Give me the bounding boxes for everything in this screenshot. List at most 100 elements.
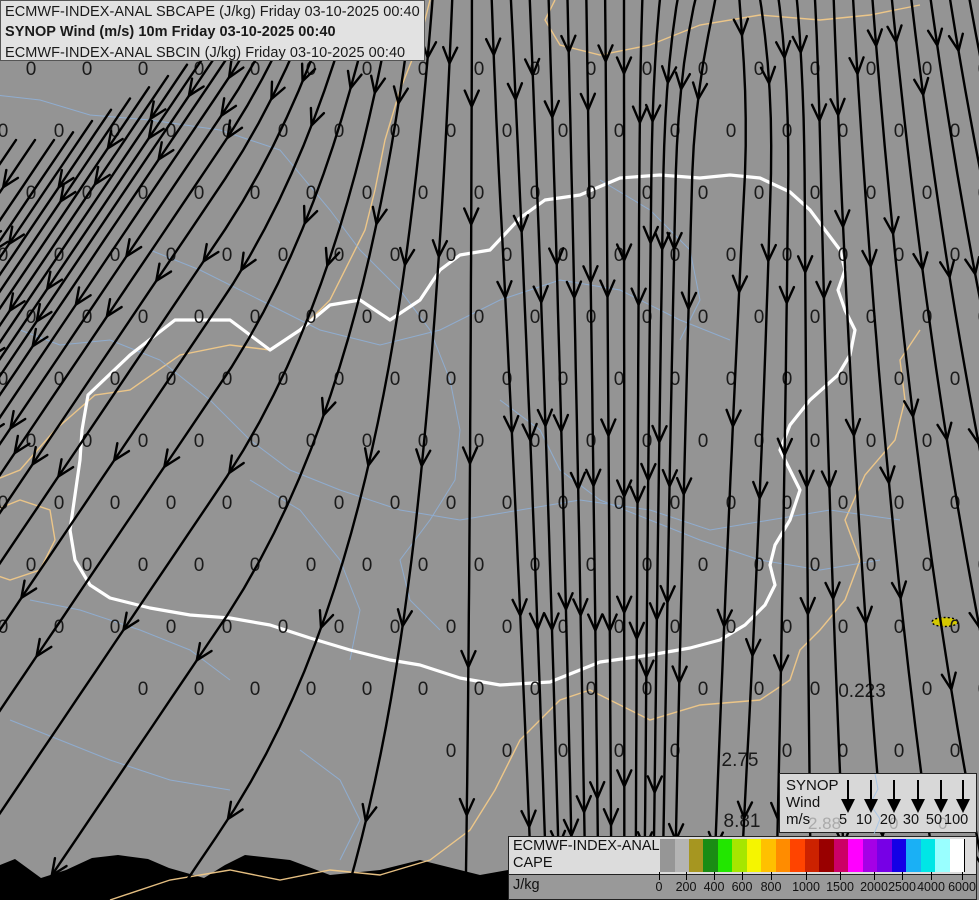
- svg-text:2.75: 2.75: [722, 750, 759, 771]
- svg-text:0: 0: [306, 555, 317, 576]
- svg-text:0: 0: [726, 493, 737, 514]
- svg-text:0: 0: [614, 741, 625, 762]
- svg-text:0: 0: [502, 741, 513, 762]
- svg-text:0: 0: [866, 431, 877, 452]
- svg-text:0: 0: [54, 121, 65, 142]
- svg-text:0: 0: [278, 617, 289, 638]
- svg-text:0: 0: [670, 617, 681, 638]
- svg-text:0: 0: [894, 121, 905, 142]
- svg-text:0: 0: [726, 121, 737, 142]
- svg-text:0: 0: [138, 555, 149, 576]
- svg-text:0: 0: [950, 369, 961, 390]
- svg-text:0: 0: [222, 493, 233, 514]
- svg-text:0: 0: [894, 741, 905, 762]
- svg-text:0: 0: [810, 431, 821, 452]
- svg-text:0: 0: [474, 679, 485, 700]
- svg-text:0: 0: [558, 741, 569, 762]
- svg-text:0: 0: [446, 245, 457, 266]
- svg-text:0: 0: [894, 369, 905, 390]
- svg-text:0: 0: [278, 369, 289, 390]
- svg-text:0: 0: [418, 555, 429, 576]
- svg-text:0: 0: [950, 245, 961, 266]
- svg-text:0: 0: [838, 493, 849, 514]
- svg-text:0: 0: [558, 121, 569, 142]
- svg-text:0: 0: [586, 183, 597, 204]
- svg-text:0: 0: [698, 679, 709, 700]
- svg-text:0: 0: [138, 431, 149, 452]
- svg-text:0: 0: [26, 555, 37, 576]
- svg-text:0: 0: [614, 493, 625, 514]
- svg-text:0: 0: [866, 183, 877, 204]
- svg-text:0: 0: [530, 307, 541, 328]
- svg-text:0: 0: [754, 307, 765, 328]
- svg-text:0: 0: [642, 431, 653, 452]
- svg-text:0: 0: [810, 679, 821, 700]
- svg-text:0: 0: [698, 307, 709, 328]
- svg-text:0: 0: [362, 431, 373, 452]
- svg-text:0: 0: [194, 679, 205, 700]
- svg-text:0: 0: [278, 493, 289, 514]
- svg-text:0: 0: [810, 555, 821, 576]
- svg-text:0: 0: [866, 555, 877, 576]
- svg-text:0: 0: [502, 493, 513, 514]
- svg-text:0: 0: [138, 307, 149, 328]
- svg-text:0: 0: [474, 59, 485, 80]
- svg-text:0: 0: [530, 183, 541, 204]
- svg-text:0: 0: [502, 617, 513, 638]
- svg-text:0: 0: [418, 307, 429, 328]
- svg-text:0: 0: [922, 59, 933, 80]
- svg-text:0: 0: [250, 679, 261, 700]
- svg-text:0: 0: [810, 307, 821, 328]
- svg-text:0: 0: [922, 431, 933, 452]
- svg-text:0: 0: [614, 121, 625, 142]
- svg-text:0: 0: [390, 369, 401, 390]
- svg-text:0: 0: [138, 679, 149, 700]
- svg-text:0: 0: [474, 307, 485, 328]
- svg-text:0: 0: [754, 679, 765, 700]
- svg-text:0: 0: [0, 121, 8, 142]
- svg-text:0: 0: [614, 369, 625, 390]
- svg-text:0: 0: [194, 555, 205, 576]
- svg-text:0: 0: [250, 555, 261, 576]
- svg-text:0: 0: [446, 741, 457, 762]
- svg-text:0: 0: [698, 431, 709, 452]
- svg-text:0: 0: [54, 493, 65, 514]
- svg-text:0: 0: [306, 679, 317, 700]
- svg-text:0.223: 0.223: [838, 681, 886, 702]
- svg-text:0: 0: [670, 493, 681, 514]
- svg-text:0: 0: [362, 679, 373, 700]
- svg-text:0: 0: [698, 555, 709, 576]
- svg-text:0: 0: [194, 307, 205, 328]
- svg-text:0: 0: [194, 431, 205, 452]
- svg-text:0: 0: [334, 617, 345, 638]
- svg-text:0: 0: [502, 121, 513, 142]
- svg-text:0: 0: [418, 679, 429, 700]
- svg-text:0: 0: [362, 307, 373, 328]
- svg-text:0: 0: [586, 431, 597, 452]
- svg-text:0: 0: [390, 617, 401, 638]
- svg-text:0: 0: [222, 245, 233, 266]
- svg-text:0: 0: [418, 183, 429, 204]
- svg-text:0: 0: [362, 183, 373, 204]
- svg-text:0: 0: [894, 493, 905, 514]
- svg-text:0: 0: [110, 617, 121, 638]
- svg-text:0: 0: [726, 245, 737, 266]
- svg-text:0: 0: [166, 493, 177, 514]
- svg-text:0: 0: [390, 245, 401, 266]
- svg-text:0: 0: [866, 59, 877, 80]
- svg-text:0: 0: [390, 493, 401, 514]
- svg-text:0: 0: [838, 369, 849, 390]
- svg-text:0: 0: [586, 679, 597, 700]
- svg-text:0: 0: [922, 183, 933, 204]
- svg-text:0: 0: [166, 617, 177, 638]
- svg-text:0: 0: [474, 183, 485, 204]
- svg-text:0: 0: [82, 555, 93, 576]
- svg-text:0: 0: [950, 741, 961, 762]
- svg-text:0: 0: [782, 741, 793, 762]
- svg-text:0: 0: [754, 183, 765, 204]
- svg-text:0: 0: [446, 617, 457, 638]
- svg-text:0: 0: [446, 493, 457, 514]
- svg-text:0: 0: [474, 555, 485, 576]
- svg-text:0: 0: [810, 183, 821, 204]
- svg-text:0: 0: [698, 183, 709, 204]
